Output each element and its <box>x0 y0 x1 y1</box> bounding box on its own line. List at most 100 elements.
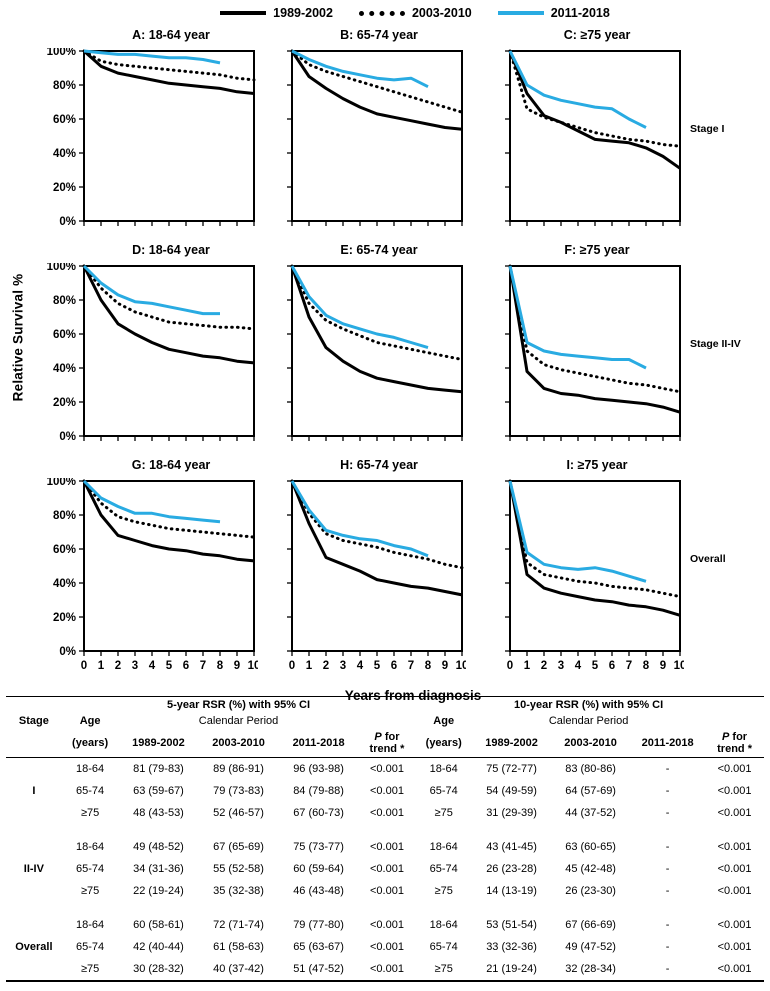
table-row: 18-64 49 (48-52) 67 (65-69) 75 (73-77) <0.00… <box>6 836 764 858</box>
svg-text:60%: 60% <box>53 544 76 556</box>
rsr-10yr-cell: 43 (41-45) <box>486 841 537 853</box>
rsr-5yr-cell: 60 (58-61) <box>133 919 184 931</box>
panel-C: C: ≥75 year <box>502 28 684 235</box>
svg-text:6: 6 <box>183 660 189 672</box>
age-cell: 18-64 <box>429 841 458 853</box>
svg-text:80%: 80% <box>53 80 76 92</box>
rsr-5yr-cell: 67 (60-73) <box>293 807 344 819</box>
age-cell: ≥75 <box>80 885 100 897</box>
panel-A-svg: 0% 20% 40% 60% 80% 100% <box>47 46 256 228</box>
svg-text:5: 5 <box>374 660 381 672</box>
series-2011-2018 <box>290 265 429 350</box>
svg-text:60%: 60% <box>53 329 76 341</box>
svg-text:4: 4 <box>575 660 582 672</box>
period-header: 2003-2010 <box>564 737 617 749</box>
rsr-5yr-cell: 55 (52-58) <box>213 863 264 875</box>
rsr-10yr-cell: - <box>665 885 670 897</box>
svg-text:2: 2 <box>541 660 547 672</box>
rsr-5yr-cell: 81 (79-83) <box>133 763 184 775</box>
rsr-10yr-cell: 33 (32-36) <box>486 941 537 953</box>
svg-text:10: 10 <box>674 660 684 672</box>
p-for-trend-header: P for trend * <box>369 731 405 755</box>
series-1989-2002 <box>508 265 681 414</box>
rsr-10yr-cell: 26 (23-28) <box>486 863 537 875</box>
panel-F-svg <box>505 264 682 441</box>
row-label-stage-2-4: Stage II-IV <box>690 338 741 350</box>
series-2011-2018 <box>290 480 429 558</box>
svg-text:3: 3 <box>340 660 346 672</box>
rsr-5yr-cell: 60 (59-64) <box>293 863 344 875</box>
rsr-10yr-cell: 64 (57-69) <box>565 785 616 797</box>
stage-cell <box>6 880 62 902</box>
svg-text:2: 2 <box>115 660 121 672</box>
panel-I-plot: 0 1 2 3 4 5 6 7 8 9 10 <box>502 478 686 680</box>
age-cell: ≥75 <box>80 963 100 975</box>
period-header: 1989-2002 <box>132 737 185 749</box>
series-2003-2010 <box>82 49 256 82</box>
row-label-overall: Overall <box>690 553 726 565</box>
series-2011-2018 <box>508 50 647 129</box>
p-value-cell: <0.001 <box>717 963 752 975</box>
panel-E-svg <box>287 264 464 441</box>
p-value-cell: <0.001 <box>717 863 752 875</box>
rsr-5yr-cell: 35 (32-38) <box>213 885 264 897</box>
svg-text:1: 1 <box>306 660 313 672</box>
svg-text:1: 1 <box>98 660 105 672</box>
age-cell: 65-74 <box>429 941 458 953</box>
panel-A-plot: 0% 20% 40% 60% 80% 100% <box>30 46 258 235</box>
x-axis-label: Years from diagnosis <box>344 688 482 703</box>
p-value-cell: <0.001 <box>717 807 752 819</box>
svg-text:3: 3 <box>132 660 138 672</box>
rsr-5yr-cell: 65 (63-67) <box>293 941 344 953</box>
panel-title: D: 18-64 year <box>132 243 210 257</box>
age-cell: 18-64 <box>76 919 105 931</box>
age-cell: 65-74 <box>429 863 458 875</box>
age-header: Age <box>79 715 101 727</box>
svg-text:40%: 40% <box>53 578 76 590</box>
stage-header: Stage <box>18 715 49 727</box>
panel-E-plot <box>284 263 466 450</box>
svg-text:0: 0 <box>507 660 513 672</box>
rsr-5yr-cell: 52 (46-57) <box>213 807 264 819</box>
survival-figure: 1989-2002 2003-2010 2011-2018 Relative S… <box>0 6 770 703</box>
p-value-cell: <0.001 <box>717 941 752 953</box>
calendar-period-header: Calendar Period <box>548 715 629 727</box>
p-value-cell: <0.001 <box>717 785 752 797</box>
series-1989-2002 <box>82 265 255 365</box>
rsr-5yr-cell: 63 (59-67) <box>133 785 184 797</box>
solid-line-icon <box>220 11 267 15</box>
period-header: 1989-2002 <box>485 737 538 749</box>
svg-text:0%: 0% <box>59 216 76 228</box>
p-value-cell: <0.001 <box>717 885 752 897</box>
rsr-5yr-cell: 34 (31-36) <box>133 863 184 875</box>
rsr-5yr-cell: 79 (77-80) <box>293 919 344 931</box>
svg-text:40%: 40% <box>53 363 76 375</box>
age-cell: 18-64 <box>429 919 458 931</box>
series-1989-2002 <box>290 265 463 394</box>
svg-text:1: 1 <box>524 660 531 672</box>
series-2003-2010 <box>508 264 682 394</box>
blue-line-icon <box>497 11 544 15</box>
chart-grid: A: 18-64 year 0% 20% 40% 60% 80% 100% B: 65-7… <box>0 28 770 680</box>
panel-B-svg <box>287 49 464 226</box>
svg-text:20%: 20% <box>53 182 76 194</box>
age-cell: ≥75 <box>434 885 453 897</box>
svg-text:8: 8 <box>643 660 650 672</box>
age-cell: 65-74 <box>76 785 105 797</box>
chart-row-overall: G: 18-64 year 0% 20% 40% 60% 80% 100% 0 1 2 3 4 5 6 7… <box>30 458 770 680</box>
rsr-5yr-cell: 61 (58-63) <box>213 941 264 953</box>
rsr-table: 5-year RSR (%) with 95% CI 10-year RSR (%… <box>6 696 764 982</box>
svg-text:8: 8 <box>217 660 224 672</box>
svg-text:9: 9 <box>442 660 448 672</box>
svg-text:0%: 0% <box>59 431 76 443</box>
svg-text:4: 4 <box>357 660 364 672</box>
rsr-5yr-cell: 67 (65-69) <box>213 841 264 853</box>
svg-text:7: 7 <box>626 660 632 672</box>
panel-title: A: 18-64 year <box>132 28 210 42</box>
p-value-cell: <0.001 <box>369 863 404 875</box>
rsr-10yr-cell: 54 (49-59) <box>486 785 537 797</box>
panel-H: H: 65-74 year 0 1 2 3 4 5 6 7 8 9 10 <box>284 458 468 680</box>
stage-cell <box>6 914 62 936</box>
rsr-5yr-cell: 30 (28-32) <box>133 963 184 975</box>
svg-text:6: 6 <box>609 660 615 672</box>
